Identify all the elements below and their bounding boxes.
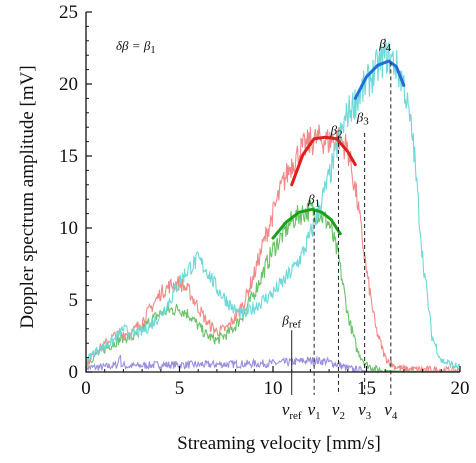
velocity-label: v4 [384,400,398,422]
fit-curve-4 [271,207,342,240]
velocity-label: vref [282,400,302,422]
curve-label: β2 [330,122,343,140]
x-tick-label: 10 [264,378,283,399]
condition-annotation: δβ = β1 [116,38,156,56]
plot-area [85,37,461,374]
series-2-line [85,124,461,374]
velocity-label: v3 [358,400,372,422]
y-tick-label: 20 [59,74,78,95]
velocity-label: v2 [332,400,345,422]
y-tick-label: 0 [69,362,79,383]
curve-label: β3 [356,109,369,127]
y-tick-label: 10 [59,218,78,239]
velocity-label: v1 [308,400,321,422]
y-tick-label: 25 [59,2,78,23]
annotations: δβ = β1 vref v1 v2 v3 v4 βref β1 β2 β3 β4 [116,36,398,422]
fit-curve-6 [353,59,406,100]
axes: 0 5 10 15 20 0 5 10 15 20 25 [59,2,470,399]
x-tick-label: 20 [451,378,470,399]
x-tick-label: 0 [81,378,91,399]
curve-label: βref [281,312,301,330]
fit-curve-5 [290,135,357,187]
y-tick-label: 15 [59,146,78,167]
y-tick-label: 5 [69,290,79,311]
x-axis-label: Streaming velocity [mm/s] [177,433,381,454]
y-axis-label: Doppler spectrum amplitude [mV] [17,65,38,328]
axis-frame [85,12,460,373]
curve-label: β1 [307,192,320,210]
x-tick-label: 5 [175,378,185,399]
x-tick-label: 15 [357,378,376,399]
series-1-line [85,200,460,374]
curve-label: β4 [378,36,391,54]
